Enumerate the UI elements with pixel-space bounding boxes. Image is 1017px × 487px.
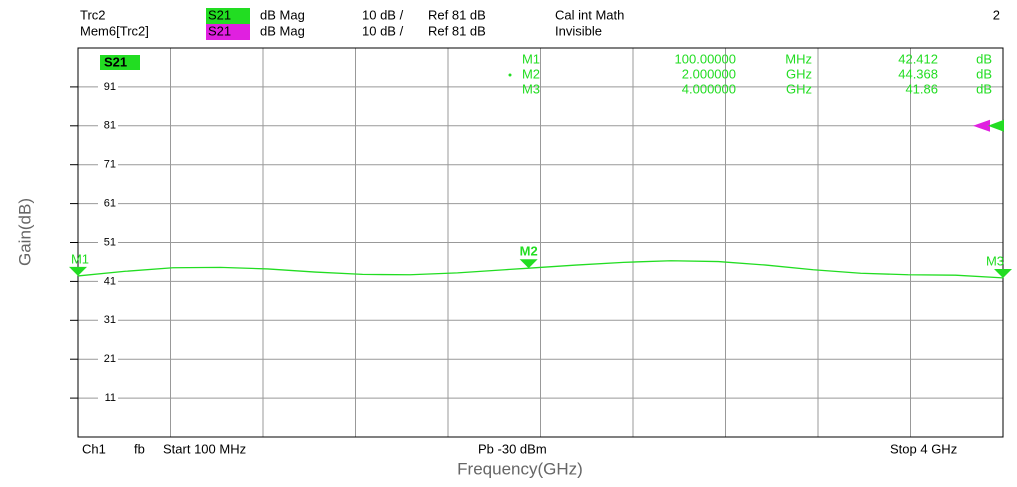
header-scale: 10 dB /: [362, 7, 404, 22]
marker-table-value: 44.368: [898, 66, 938, 81]
y-tick-label: 81: [104, 120, 116, 132]
marker-table-name: M1: [522, 51, 540, 66]
ref-arrow-trace: [988, 119, 1004, 132]
marker-table-value: 42.412: [898, 51, 938, 66]
header-info: Cal int Math: [555, 7, 624, 22]
marker-table-name: M2: [522, 66, 540, 81]
footer-channel: Ch1: [82, 441, 106, 456]
marker-label: M1: [71, 251, 89, 266]
marker: [69, 266, 87, 276]
y-tick-label: 11: [105, 392, 116, 404]
marker: [519, 259, 538, 269]
marker-table-freq: 2.000000: [682, 66, 736, 81]
y-tick-label: 41: [104, 275, 116, 287]
tick-label-bg: [98, 158, 118, 171]
tick-label-bg: [98, 353, 118, 366]
footer-power: Pb -30 dBm: [478, 441, 547, 456]
marker-table-unit: MHz: [785, 51, 812, 66]
marker-table-unit: dB: [976, 66, 992, 81]
tick-label-bg: [98, 119, 118, 132]
footer-mode: fb: [134, 441, 145, 456]
ref-arrow-mem: [973, 119, 990, 132]
header-format: dB Mag: [260, 23, 305, 38]
y-tick-label: 21: [104, 353, 116, 365]
marker-table-unit: dB: [976, 51, 992, 66]
header-trace: Trc2: [80, 7, 106, 22]
marker-label: M3: [986, 253, 1004, 268]
y-axis-label: Gain(dB): [15, 198, 34, 266]
tick-label-bg: [98, 80, 118, 93]
y-tick-label: 51: [104, 236, 116, 248]
header-window: 2: [993, 7, 1000, 22]
marker: [994, 269, 1012, 279]
marker-table-unit: GHz: [786, 66, 812, 81]
tick-label-bg: [98, 392, 118, 405]
trace-label: S21: [104, 54, 127, 69]
header-param: S21: [208, 7, 231, 22]
header-scale: 10 dB /: [362, 23, 404, 38]
footer-start: Start 100 MHz: [163, 441, 246, 456]
marker-table-freq: 4.000000: [682, 81, 736, 96]
y-tick-label: 31: [104, 314, 116, 326]
tick-label-bg: [98, 236, 118, 249]
header-trace: Mem6[Trc2]: [80, 23, 149, 38]
marker-table-value: 41.86: [905, 81, 938, 96]
trace-badge: [100, 55, 140, 70]
marker-table-freq: 100.00000: [675, 51, 736, 66]
footer-stop: Stop 4 GHz: [890, 441, 957, 456]
tick-label-bg: [98, 275, 118, 288]
header-ref: Ref 81 dB: [428, 23, 486, 38]
tick-label-bg: [98, 197, 118, 210]
header-param: S21: [208, 23, 231, 38]
param-badge: [206, 24, 250, 40]
param-badge: [206, 8, 250, 24]
marker-table-unit: dB: [976, 81, 992, 96]
marker-table-name: M3: [522, 81, 540, 96]
tick-label-bg: [98, 314, 118, 327]
header-format: dB Mag: [260, 7, 305, 22]
header-ref: Ref 81 dB: [428, 7, 486, 22]
header-info: Invisible: [555, 23, 602, 38]
marker-label: M2: [520, 244, 538, 259]
grid: [78, 48, 1003, 437]
x-axis-label: Frequency(GHz): [457, 459, 583, 478]
y-tick-label: 71: [104, 159, 116, 171]
marker-table-unit: GHz: [786, 81, 812, 96]
y-tick-label: 91: [104, 81, 116, 93]
active-marker-dot: [508, 73, 512, 77]
y-tick-label: 61: [104, 198, 116, 210]
